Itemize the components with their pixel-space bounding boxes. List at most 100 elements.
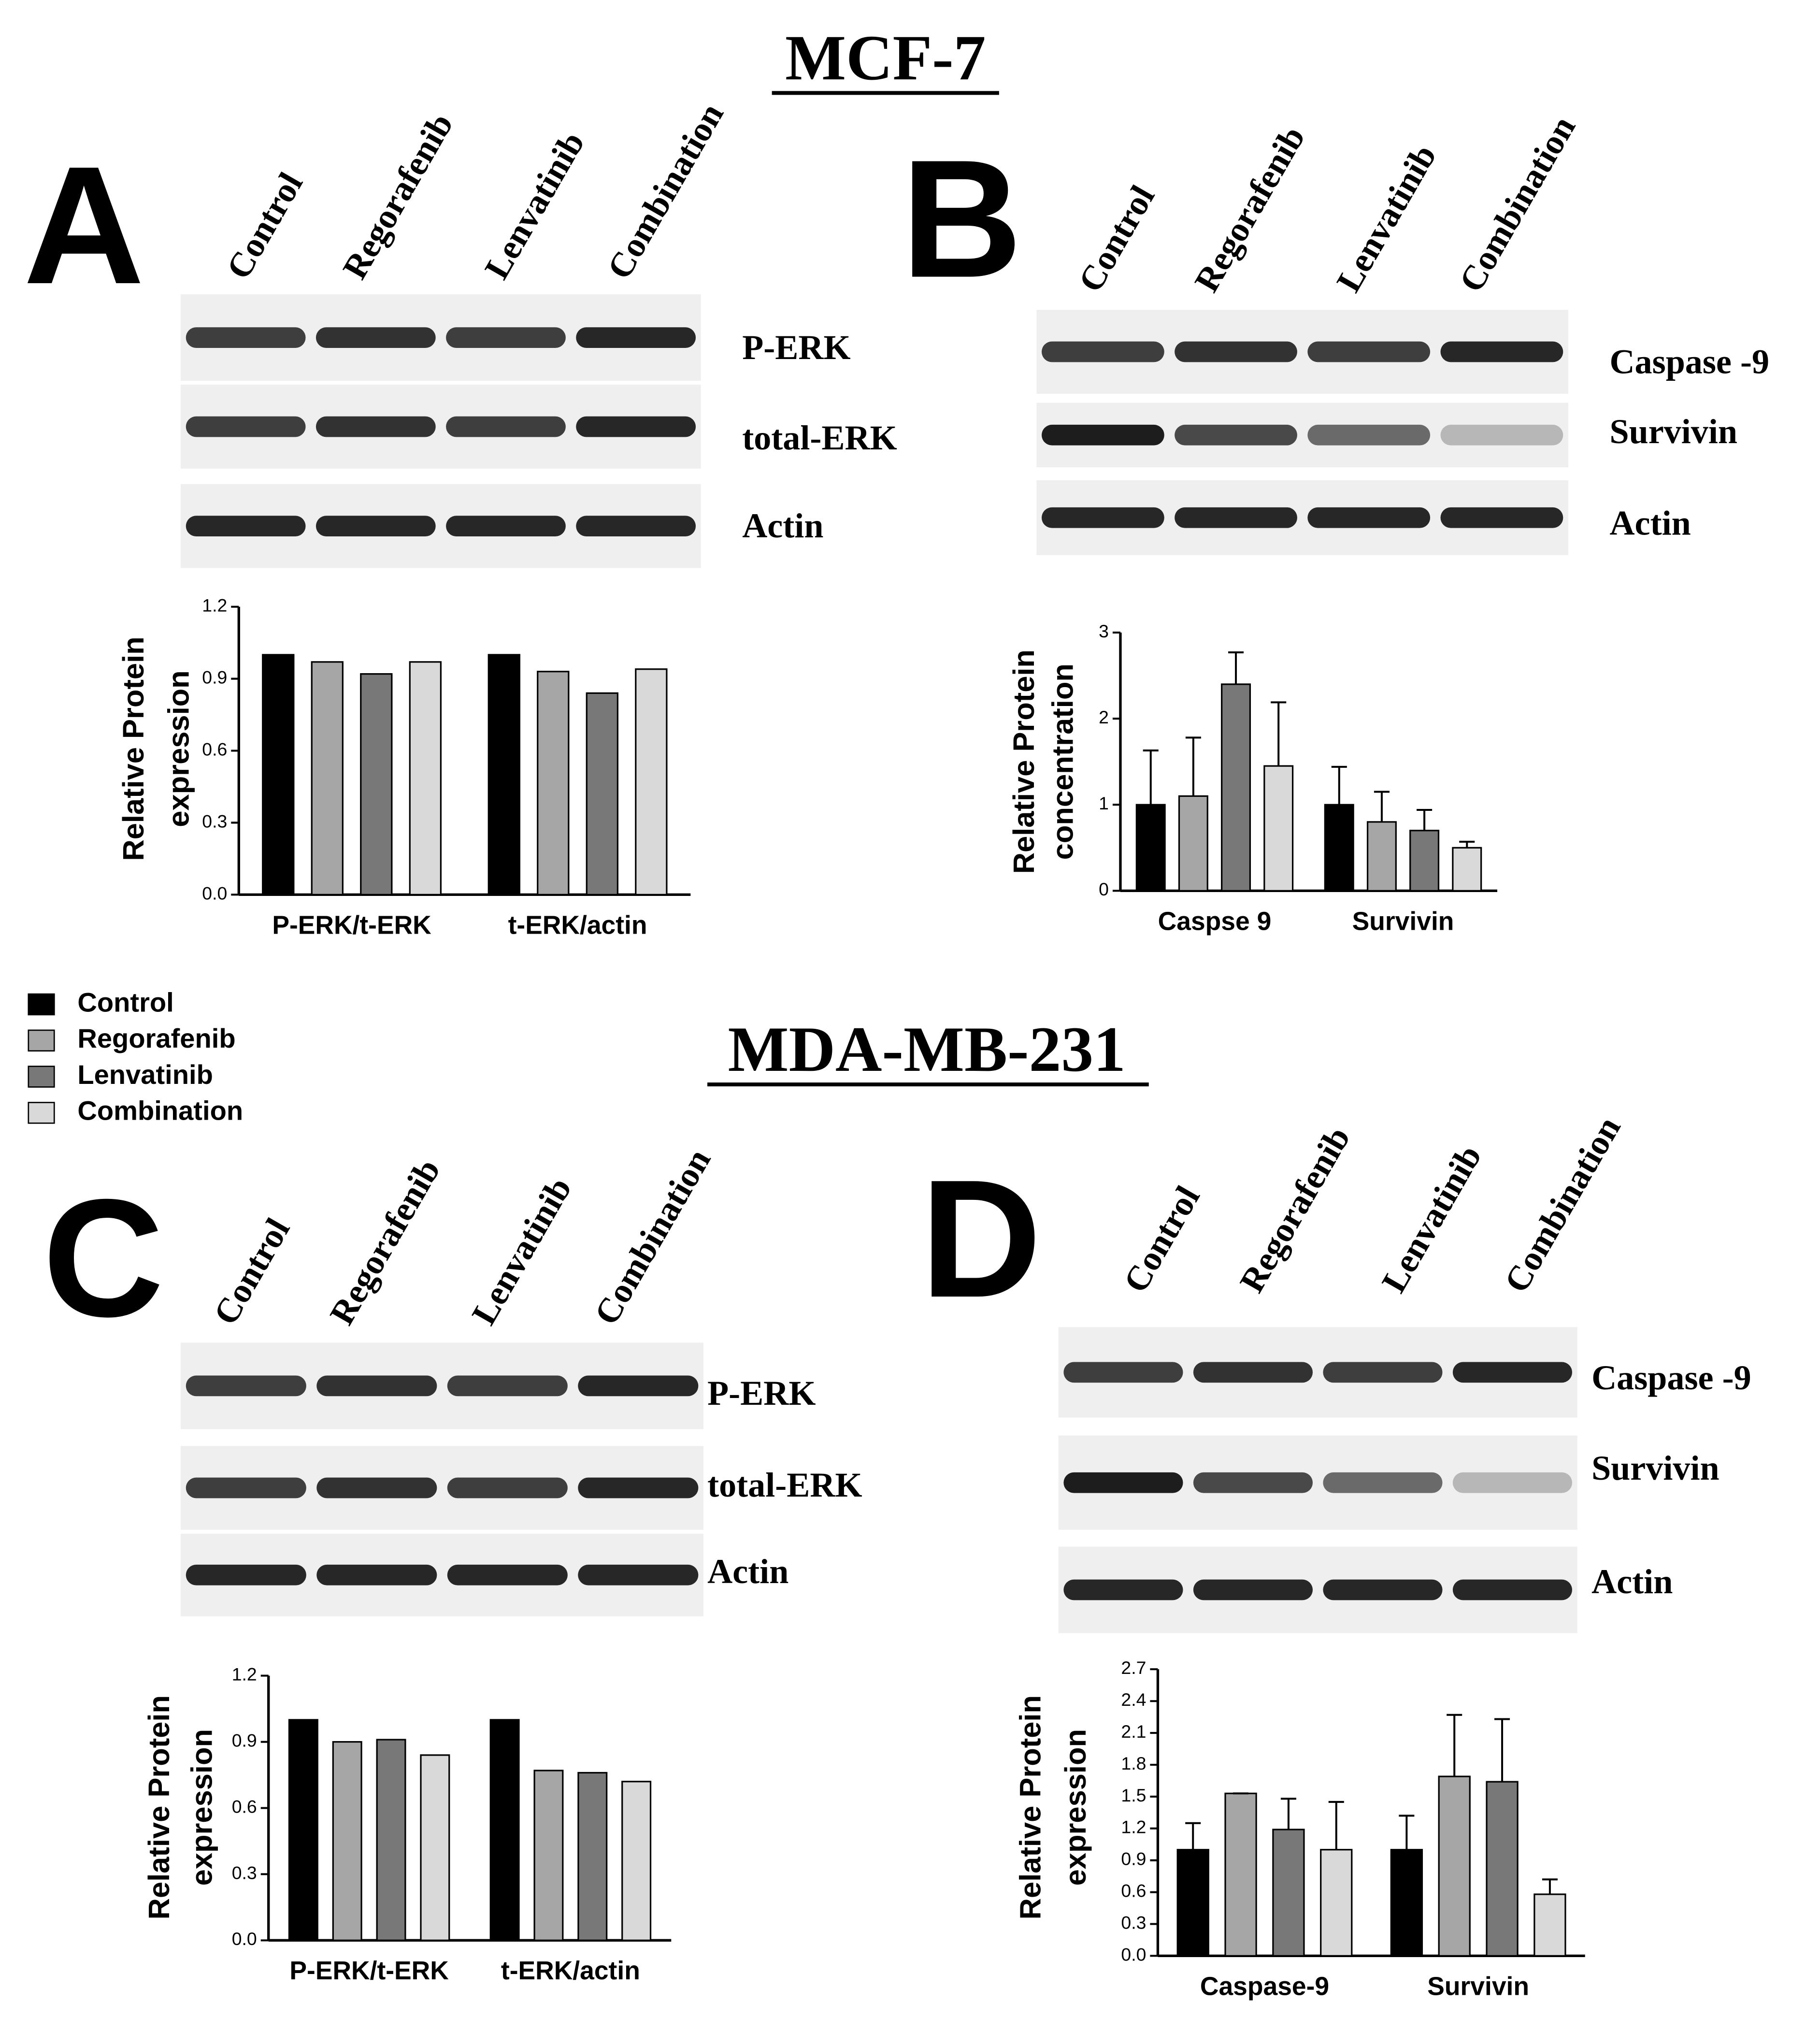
blot-band bbox=[1175, 424, 1297, 446]
y-tick-label: 2.1 bbox=[1121, 1721, 1146, 1742]
blot-band bbox=[1440, 341, 1563, 362]
blot-band bbox=[315, 416, 436, 437]
y-tick-label: 1.5 bbox=[1121, 1785, 1146, 1805]
blot-label: total-ERK bbox=[707, 1466, 862, 1504]
bar bbox=[586, 692, 618, 895]
blot-band bbox=[576, 416, 696, 437]
y-tick-label: 0.6 bbox=[1121, 1880, 1146, 1901]
bar bbox=[1533, 1893, 1566, 1957]
panel-letter: A bbox=[23, 131, 144, 319]
y-tick-label: 1.2 bbox=[1121, 1817, 1146, 1837]
bar bbox=[1224, 1792, 1257, 1957]
bar bbox=[1390, 1849, 1423, 1957]
bar bbox=[1324, 804, 1354, 892]
blot-band bbox=[578, 1477, 699, 1499]
x-tick-label: Survivin bbox=[1427, 1972, 1529, 2001]
x-tick-label: P-ERK/t-ERK bbox=[272, 911, 431, 939]
blot-label: total-ERK bbox=[742, 418, 897, 457]
lane-label: Control bbox=[206, 1212, 297, 1331]
bar bbox=[1409, 830, 1440, 892]
y-tick-label: 0.9 bbox=[202, 667, 227, 687]
legend-swatch bbox=[28, 1102, 55, 1124]
y-tick-label: 0.3 bbox=[1121, 1912, 1146, 1932]
lane-label: Combination bbox=[587, 1142, 718, 1331]
y-axis-label: expression bbox=[1059, 1729, 1092, 1886]
blot-band bbox=[1041, 341, 1164, 362]
y-axis-label: Relative Protein bbox=[143, 1695, 176, 1919]
lane-label: Regorafenib bbox=[1232, 1120, 1358, 1299]
blot-band bbox=[446, 327, 566, 348]
blot-label: Caspase -9 bbox=[1591, 1358, 1751, 1397]
y-axis-label: Relative Protein bbox=[1014, 1695, 1047, 1919]
blot-band bbox=[1440, 424, 1563, 446]
blot-band bbox=[578, 1375, 699, 1397]
bar bbox=[1486, 1781, 1519, 1957]
bar bbox=[621, 1781, 652, 1941]
bar bbox=[1135, 804, 1166, 892]
y-tick-label: 0.0 bbox=[202, 883, 227, 903]
bar bbox=[1366, 821, 1397, 892]
blot-band bbox=[186, 1477, 306, 1499]
y-tick-label: 0.6 bbox=[232, 1796, 257, 1816]
lane-label: Combination bbox=[1452, 110, 1583, 299]
blot-band bbox=[1193, 1362, 1313, 1383]
blot-label: Actin bbox=[1591, 1562, 1673, 1601]
blot-band bbox=[316, 1375, 437, 1397]
y-tick-label: 1 bbox=[1099, 793, 1109, 813]
x-tick-label: Survivin bbox=[1352, 907, 1454, 936]
blot-label: Actin bbox=[742, 506, 823, 545]
blot-band bbox=[186, 1375, 306, 1397]
y-tick-label: 0.6 bbox=[202, 739, 227, 759]
y-tick-label: 2 bbox=[1099, 707, 1109, 727]
blot-band bbox=[446, 516, 566, 537]
bar bbox=[533, 1770, 564, 1941]
bar bbox=[1221, 683, 1251, 892]
lane-label: Control bbox=[219, 166, 310, 286]
blot-label: Survivin bbox=[1591, 1449, 1720, 1487]
y-tick-label: 0.0 bbox=[1121, 1944, 1146, 1964]
bar bbox=[1263, 765, 1294, 892]
y-tick-label: 0.9 bbox=[1121, 1849, 1146, 1869]
x-tick-label: Caspase-9 bbox=[1200, 1972, 1329, 2001]
lane-label: Combination bbox=[600, 97, 731, 286]
blot-band bbox=[1193, 1579, 1313, 1600]
blot-band bbox=[315, 327, 436, 348]
blot-band bbox=[1307, 341, 1431, 362]
x-tick-label: Caspse 9 bbox=[1158, 907, 1272, 936]
blot-band bbox=[316, 1564, 437, 1585]
lane-label: Regorafenib bbox=[322, 1153, 448, 1331]
legend-label: Lenvatinib bbox=[77, 1059, 213, 1090]
blot-band bbox=[447, 1564, 568, 1585]
lane-label: Control bbox=[1116, 1180, 1207, 1299]
bar bbox=[332, 1741, 362, 1941]
bar bbox=[262, 654, 295, 895]
bar bbox=[635, 668, 668, 895]
blot-band bbox=[186, 516, 306, 537]
bar bbox=[1452, 847, 1482, 892]
bar bbox=[311, 661, 344, 895]
lane-label: Regorafenib bbox=[1187, 120, 1313, 299]
lane-label: Lenvatinib bbox=[1329, 138, 1444, 299]
blot-label: P-ERK bbox=[707, 1374, 816, 1412]
blot-band bbox=[1323, 1362, 1443, 1383]
blot-band bbox=[315, 516, 436, 537]
blot-band bbox=[1193, 1472, 1313, 1493]
lane-label: Regorafenib bbox=[335, 107, 461, 286]
lane-label: Combination bbox=[1497, 1110, 1628, 1299]
bar bbox=[409, 661, 442, 895]
blot-band bbox=[1175, 507, 1297, 528]
blot-band bbox=[186, 327, 306, 348]
bar bbox=[1320, 1849, 1353, 1957]
blot-band bbox=[186, 1564, 306, 1585]
bar bbox=[487, 654, 520, 895]
blot-band bbox=[316, 1477, 437, 1499]
y-axis-label: concentration bbox=[1046, 663, 1079, 860]
legend-swatch bbox=[28, 993, 55, 1016]
blot-band bbox=[447, 1477, 568, 1499]
y-tick-label: 1.8 bbox=[1121, 1753, 1146, 1773]
blot-band bbox=[576, 516, 696, 537]
blot-band bbox=[1452, 1472, 1572, 1493]
y-axis-label: expression bbox=[185, 1729, 218, 1886]
y-tick-label: 3 bbox=[1099, 621, 1109, 641]
